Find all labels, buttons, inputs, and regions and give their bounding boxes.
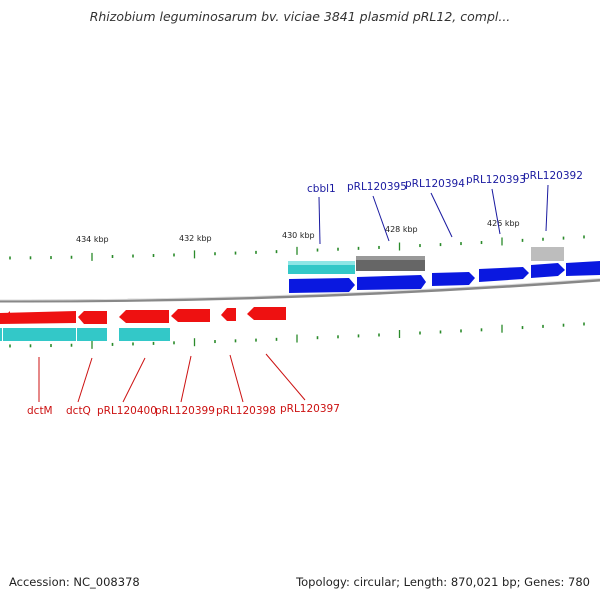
gene-label-pRL120392[interactable]: pRL120392 <box>523 170 583 182</box>
leader-line-pRL120398 <box>229 354 244 403</box>
gene-label-pRL120395[interactable]: pRL120395 <box>347 181 407 193</box>
leader-line-pRL120395 <box>372 195 390 242</box>
scale-label: 434 kbp <box>76 235 109 244</box>
leader-line-cbbl1 <box>318 196 321 245</box>
genome-backbone <box>0 278 600 303</box>
gene-label-pRL120397[interactable]: pRL120397 <box>280 403 340 415</box>
leader-line-pRL120392 <box>545 184 549 232</box>
scale-label: 428 kbp <box>385 225 418 234</box>
lower-ticks <box>9 322 585 349</box>
cds-band-reverse[interactable] <box>77 328 107 341</box>
gene-reverse-pRL120399[interactable] <box>171 309 210 322</box>
gene-reverse-dctM[interactable] <box>0 311 76 324</box>
leader-line-pRL120399 <box>180 355 192 403</box>
leader-line-dctQ <box>77 357 93 403</box>
cds-band-reverse[interactable] <box>119 328 170 341</box>
topology-info-text: Topology: circular; Length: 870,021 bp; … <box>296 575 590 589</box>
leader-line-pRL120394 <box>430 192 453 238</box>
gene-label-dctQ[interactable]: dctQ <box>66 405 91 417</box>
gene-reverse-pRL120398[interactable] <box>221 308 236 321</box>
scale-label: 426 kbp <box>487 219 520 228</box>
gene-forward-edge[interactable] <box>566 261 600 276</box>
feature-light[interactable] <box>531 247 564 261</box>
gene-forward-pRL120395[interactable] <box>357 275 426 290</box>
leader-line-pRL120397 <box>265 353 306 401</box>
map-title: Rhizobium leguminosarum bv. viciae 3841 … <box>89 9 511 24</box>
gene-label-pRL120399[interactable]: pRL120399 <box>155 405 215 417</box>
gene-reverse-pRL120400[interactable] <box>119 310 169 323</box>
gene-forward-pRL120392[interactable] <box>531 263 565 278</box>
gene-reverse-pRL120397[interactable] <box>247 307 286 320</box>
leader-line-pRL120400 <box>122 357 146 403</box>
gene-reverse-dctQ[interactable] <box>78 311 107 324</box>
gene-label-pRL120398[interactable]: pRL120398 <box>216 405 276 417</box>
cds-band-forward-shade <box>288 261 355 265</box>
gene-label-pRL120393[interactable]: pRL120393 <box>466 174 526 186</box>
gene-label-pRL120400[interactable]: pRL120400 <box>97 405 157 417</box>
leader-line-pRL120393 <box>491 188 501 235</box>
gene-reverse-dctM-head[interactable] <box>4 311 10 324</box>
cds-band-reverse[interactable] <box>3 328 76 341</box>
feature-dark-shade <box>356 256 425 260</box>
gene-label-pRL120394[interactable]: pRL120394 <box>405 178 465 190</box>
gene-forward-pRL120394[interactable] <box>432 272 475 286</box>
cds-band-reverse-edge <box>0 328 2 341</box>
gene-label-cbbl1[interactable]: cbbl1 <box>307 183 336 195</box>
upper-ticks <box>9 235 585 261</box>
genome-backbone-highlight <box>0 278 600 301</box>
gene-label-dctM[interactable]: dctM <box>27 405 53 417</box>
gene-forward-cbbl1[interactable] <box>289 278 355 293</box>
gene-forward-pRL120393[interactable] <box>479 267 529 282</box>
scale-label: 430 kbp <box>282 231 315 240</box>
accession-text: Accession: NC_008378 <box>9 575 140 589</box>
scale-label: 432 kbp <box>179 234 212 243</box>
